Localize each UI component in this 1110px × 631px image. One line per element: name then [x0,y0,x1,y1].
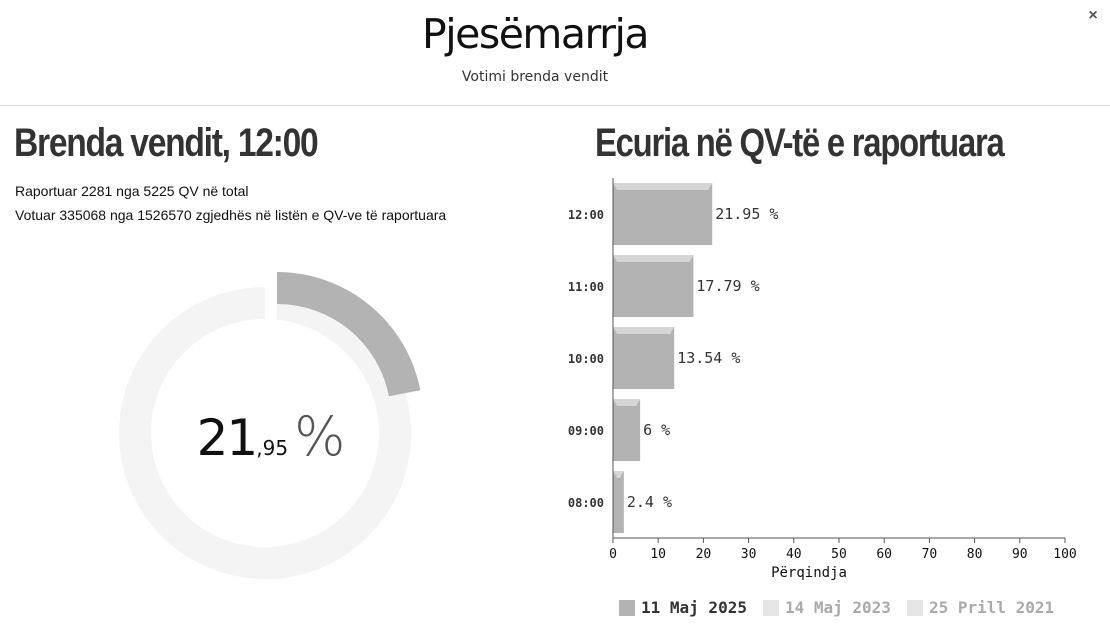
x-axis-label: Përqindja [771,565,847,581]
category-label: 10:00 [568,352,604,366]
x-tick-label: 100 [1053,547,1076,562]
x-tick-label: 0 [609,547,617,562]
category-label: 11:00 [568,280,604,294]
bar-value-label: 2.4 % [627,493,672,511]
turnout-decimal: ,95 [256,436,289,460]
reported-stations-text: Raportuar 2281 nga 5225 QV në total [15,183,249,199]
legend-swatch [619,599,635,616]
bar-bevel [613,183,713,190]
legend-label: 14 Maj 2023 [784,598,891,617]
bar [613,399,641,461]
close-button[interactable]: × [1088,7,1098,24]
bar-value-label: 21.95 % [715,205,778,223]
bar-value-label: 13.54 % [677,349,740,367]
right-heading: Ecuria në QV-të e raportuara [595,121,1005,165]
bar-value-label: 17.79 % [696,277,759,295]
bar-bevel [613,399,641,406]
page-subtitle: Votimi brenda vendit [461,69,609,85]
x-tick-label: 20 [696,547,712,562]
bar [613,183,713,245]
turnout-percent-sign: % [294,405,346,468]
bar-bevel [613,255,694,262]
x-tick-label: 90 [1012,547,1028,562]
legend-label: 25 Prill 2021 [928,598,1055,617]
legend-label: 11 Maj 2025 [641,598,747,617]
x-tick-label: 70 [922,547,938,562]
bar-value-label: 6 % [643,421,670,439]
turnout-value: 21,95% [100,405,442,468]
x-tick-label: 60 [876,547,892,562]
legend-item[interactable]: 14 Maj 2023 [762,598,891,617]
chart-legend: 11 Maj 2025 14 Maj 2023 25 Prill 2021 [619,598,1070,620]
donut-gap-divider [265,271,277,331]
legend-swatch [906,599,923,616]
modal-header: Pjesëmarrja Votimi brenda vendit × [0,0,1110,106]
x-tick-label: 80 [967,547,983,562]
bar-bevel [613,471,624,478]
donut-value-arc [277,272,421,397]
bar-bevel [613,327,675,334]
legend-item[interactable]: 11 Maj 2025 [619,598,747,617]
category-label: 08:00 [568,496,604,510]
voted-count-text: Votuar 335068 nga 1526570 zgjedhës në li… [15,207,447,223]
turnout-bar-chart: 21.95 % 12:00 17.79 % 11:00 13.54 % 10:00 6 % 0… [568,178,1077,581]
page-title: Pjesëmarrja [422,10,650,58]
bar [613,327,675,389]
category-label: 12:00 [568,208,604,222]
category-label: 09:00 [568,424,604,438]
x-tick-label: 30 [741,547,757,562]
x-tick-label: 40 [786,547,802,562]
left-heading: Brenda vendit, 12:00 [14,121,319,165]
x-tick-label: 50 [831,547,847,562]
x-tick-label: 10 [650,547,666,562]
legend-item[interactable]: 25 Prill 2021 [906,598,1055,617]
turnout-donut [119,271,421,579]
bar [613,255,694,317]
turnout-integer: 21 [196,409,259,467]
bar [613,471,624,533]
legend-swatch [762,599,779,616]
